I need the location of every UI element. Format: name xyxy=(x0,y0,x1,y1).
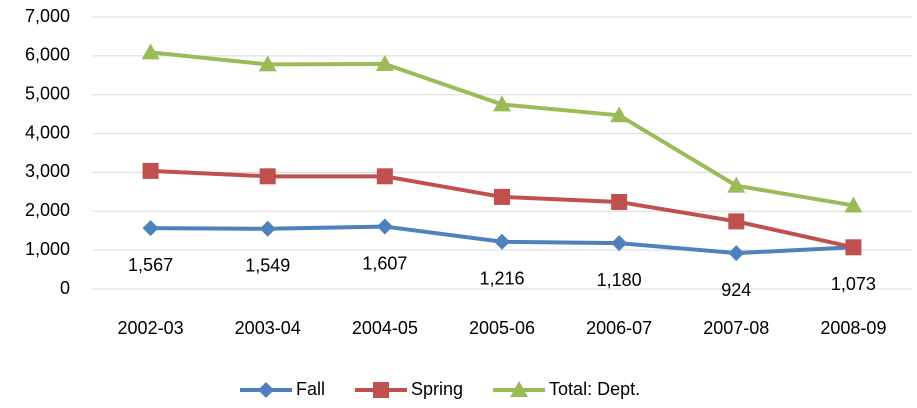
data-label: 1,180 xyxy=(597,270,642,290)
marker xyxy=(375,55,394,72)
marker xyxy=(493,95,511,112)
marker xyxy=(258,55,277,72)
marker xyxy=(727,176,746,193)
data-label: 1,567 xyxy=(128,255,173,275)
marker xyxy=(845,239,862,256)
data-label: 1,216 xyxy=(479,268,524,288)
marker xyxy=(373,382,390,398)
marker xyxy=(494,233,510,250)
marker xyxy=(611,193,628,210)
data-label: 1,073 xyxy=(831,274,876,294)
x-tick-label: 2007-08 xyxy=(703,318,769,338)
x-tick-label: 2003-04 xyxy=(235,318,301,338)
marker xyxy=(494,188,510,205)
marker xyxy=(844,196,863,213)
x-tick-label: 2008-09 xyxy=(820,318,886,338)
y-tick-label: 0 xyxy=(60,278,70,298)
x-tick-label: 2006-07 xyxy=(586,318,652,338)
x-tick-label: 2002-03 xyxy=(118,318,184,338)
x-tick-label: 2004-05 xyxy=(352,318,418,338)
y-tick-label: 5,000 xyxy=(25,83,70,103)
marker xyxy=(258,382,274,398)
data-label: 924 xyxy=(721,280,751,300)
y-tick-label: 2,000 xyxy=(25,200,70,220)
marker xyxy=(611,235,628,252)
marker xyxy=(259,168,276,185)
marker xyxy=(142,162,159,179)
legend-label: Total: Dept. xyxy=(549,379,640,399)
y-tick-label: 3,000 xyxy=(25,161,70,181)
marker xyxy=(610,106,629,123)
marker xyxy=(376,168,393,185)
data-label: 1,607 xyxy=(362,253,407,273)
y-tick-label: 1,000 xyxy=(25,239,70,259)
marker xyxy=(728,245,745,262)
marker xyxy=(259,220,276,237)
y-tick-label: 6,000 xyxy=(25,45,70,65)
marker xyxy=(376,218,393,235)
legend-label: Spring xyxy=(411,379,463,399)
marker xyxy=(728,213,745,230)
series-line xyxy=(150,50,854,208)
marker xyxy=(142,220,159,237)
marker xyxy=(141,43,160,60)
marker xyxy=(510,381,529,397)
y-tick-label: 7,000 xyxy=(25,6,70,26)
data-label: 1,549 xyxy=(245,256,290,276)
x-tick-label: 2005-06 xyxy=(469,318,535,338)
y-tick-label: 4,000 xyxy=(25,122,70,142)
legend-label: Fall xyxy=(296,379,325,399)
